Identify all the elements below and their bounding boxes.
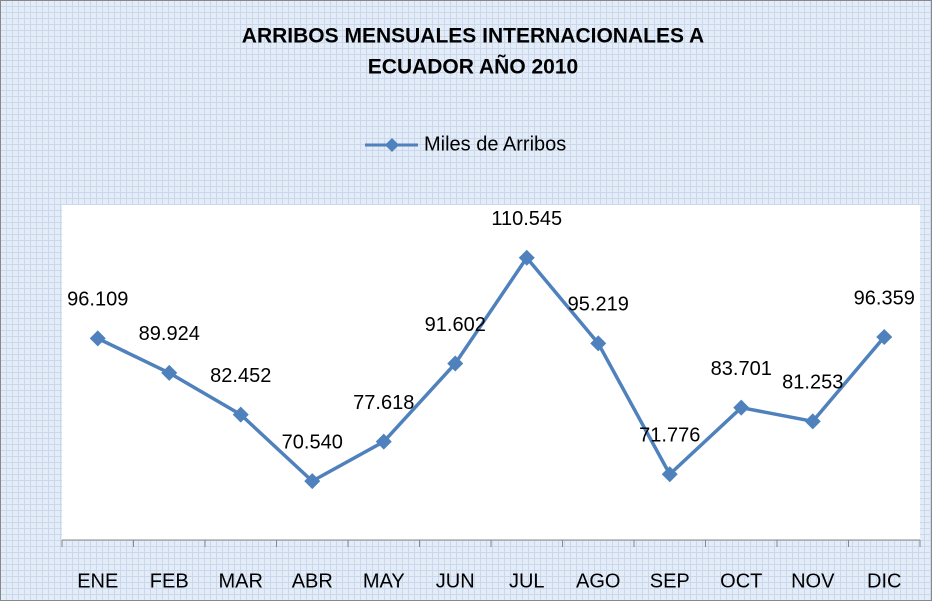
- point-marker: [89, 330, 106, 347]
- point-marker: [161, 364, 178, 381]
- point-marker: [804, 413, 821, 430]
- x-tick-label: ABR: [292, 570, 333, 592]
- x-tick-label: DIC: [867, 570, 901, 592]
- data-label: 70.540: [282, 431, 343, 453]
- chart-title: ARRIBOS MENSUALES INTERNACIONALES A: [242, 25, 704, 48]
- point-marker: [733, 399, 750, 416]
- data-label: 71.776: [639, 425, 700, 447]
- legend-label: Miles de Arribos: [424, 133, 566, 155]
- legend-marker: [385, 138, 399, 152]
- data-label: 96.109: [67, 289, 128, 311]
- x-tick-label: MAY: [363, 570, 405, 592]
- data-label: 82.452: [210, 365, 271, 387]
- data-label: 81.253: [782, 372, 843, 394]
- x-tick-label: FEB: [150, 570, 189, 592]
- data-label: 83.701: [711, 358, 772, 380]
- data-label: 89.924: [139, 323, 200, 345]
- point-marker: [661, 466, 678, 483]
- point-marker: [447, 355, 464, 372]
- plot-area: [62, 205, 920, 540]
- x-tick-label: NOV: [791, 570, 835, 592]
- series-line: [96, 256, 886, 483]
- x-tick-label: JUL: [509, 570, 545, 592]
- data-label: 91.602: [425, 314, 486, 336]
- data-label: 96.359: [854, 287, 915, 309]
- point-marker: [375, 433, 392, 450]
- x-tick-label: MAR: [219, 570, 263, 592]
- point-marker: [304, 473, 321, 490]
- x-tick-label: OCT: [720, 570, 762, 592]
- x-tick-label: ENE: [77, 570, 118, 592]
- x-tick-label: JUN: [436, 570, 475, 592]
- x-tick-label: AGO: [576, 570, 620, 592]
- point-marker: [876, 328, 893, 345]
- chart-title: ECUADOR AÑO 2010: [368, 56, 578, 79]
- point-marker: [590, 335, 607, 352]
- data-label: 77.618: [353, 392, 414, 414]
- data-label: 110.545: [491, 208, 562, 230]
- x-tick-label: SEP: [650, 570, 690, 592]
- point-marker: [232, 406, 249, 423]
- point-marker: [518, 249, 535, 266]
- data-label: 95.219: [568, 294, 629, 316]
